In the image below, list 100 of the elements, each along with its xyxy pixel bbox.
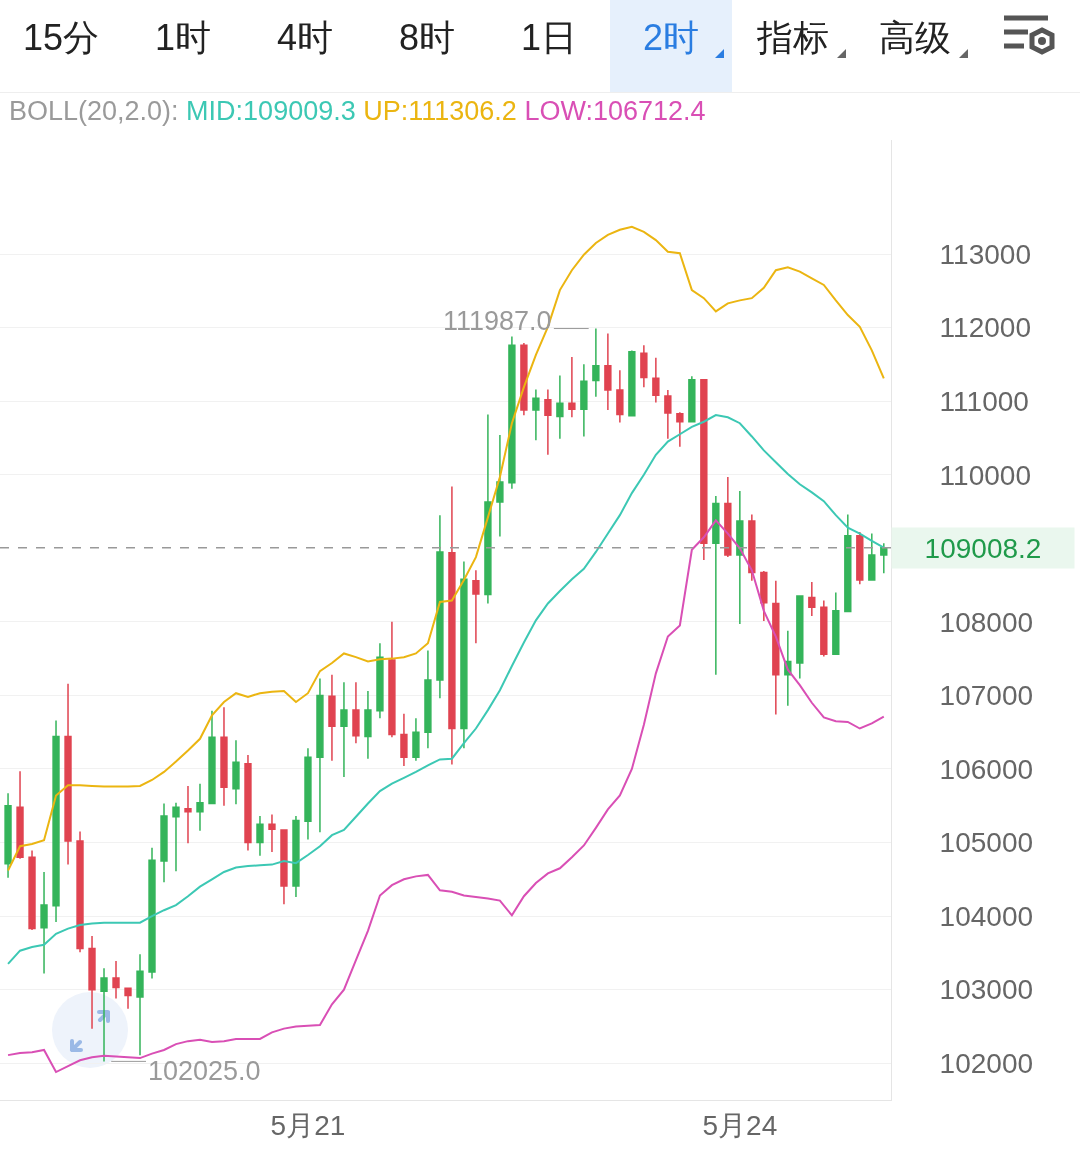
candlestick [28, 849, 36, 931]
candlestick [376, 642, 384, 719]
candlestick [232, 739, 240, 806]
candlestick [580, 363, 588, 438]
candlestick [724, 476, 732, 558]
text: 4时 [276, 16, 334, 60]
candlestick [124, 986, 132, 1010]
x-tick-label: 5月24 [702, 1109, 778, 1141]
legend-title: BOLL(20,2.0): [9, 96, 179, 126]
annotation: 102025.0 [148, 1056, 261, 1086]
candlestick [352, 681, 360, 744]
candlestick [16, 770, 24, 860]
candlestick [820, 599, 828, 658]
candlestick [592, 327, 600, 398]
candlestick [148, 846, 156, 980]
text: 1时 [154, 16, 212, 60]
candlestick [532, 388, 540, 441]
candlestick [568, 356, 576, 419]
text: LOW:106712.4 [524, 96, 706, 126]
candlestick [844, 513, 852, 613]
y-tick-label: 110000 [939, 459, 1031, 491]
candlestick [40, 871, 48, 975]
candlestick [172, 802, 180, 872]
candlestick [628, 349, 636, 417]
candlestick [616, 369, 624, 424]
candlestick [364, 690, 372, 760]
candlestick [196, 782, 204, 832]
candlestick [424, 649, 432, 750]
y-tick-label: 113000 [939, 238, 1031, 270]
candlestick [160, 802, 168, 883]
candlestick [100, 967, 108, 1063]
text: 高级 [878, 16, 952, 60]
y-tick-label: 106000 [939, 753, 1034, 785]
text: 2时 [610, 0, 732, 92]
candlestick [544, 388, 552, 456]
candlestick [280, 828, 288, 906]
candlestick [868, 532, 876, 581]
text: 15分 [21, 16, 100, 60]
candlestick [832, 591, 840, 655]
y-tick-label: 103000 [939, 974, 1034, 1006]
candlestick [688, 375, 696, 423]
x-tick-label: 5月21 [270, 1109, 346, 1141]
candlestick [76, 830, 84, 953]
candlestick [748, 513, 756, 582]
candlestick [136, 953, 144, 1056]
line-series [7, 225, 885, 872]
candlestick [796, 595, 804, 680]
y-tick-label: 105000 [939, 827, 1034, 859]
candlestick [664, 389, 672, 440]
candlestick [880, 542, 888, 575]
candlestick [700, 378, 708, 561]
candlestick [184, 785, 192, 845]
candlestick [808, 581, 816, 617]
candlestick [652, 357, 660, 404]
candlestick [268, 813, 276, 853]
candlestick [508, 335, 516, 490]
candlestick [292, 815, 300, 898]
candlestick [760, 570, 768, 622]
candlestick [772, 579, 780, 716]
candlestick [556, 374, 564, 440]
candlestick [244, 754, 252, 852]
candlestick [388, 621, 396, 739]
candlestick [88, 935, 96, 1030]
y-tick-label: 111000 [939, 385, 1029, 417]
candlestick [604, 332, 612, 411]
ref-line-label: 109008.2 [924, 532, 1042, 564]
text: 指标 [756, 16, 830, 60]
candlestick [472, 569, 480, 644]
candlestick [676, 411, 684, 448]
candlestick [640, 344, 648, 388]
candlestick [496, 434, 504, 538]
candlestick [340, 681, 348, 778]
candlestick [712, 495, 720, 676]
text: 1日 [520, 16, 578, 60]
y-tick-label: 104000 [939, 900, 1034, 932]
text: 8时 [398, 16, 456, 60]
candlestick [52, 719, 60, 923]
candlestick [448, 485, 456, 766]
y-tick-label: 102000 [939, 1048, 1034, 1080]
text: MID:109009.3 [186, 96, 356, 126]
y-tick-label: 107000 [939, 680, 1034, 712]
line-series [7, 414, 885, 965]
candlestick [256, 815, 264, 857]
candlestick [400, 713, 408, 767]
text: UP:111306.2 [363, 96, 517, 126]
candlestick [316, 677, 324, 833]
candlestick [4, 792, 12, 879]
candlestick [856, 531, 864, 586]
candlestick [436, 514, 444, 700]
candlestick [484, 413, 492, 605]
candlestick [208, 710, 216, 805]
candlestick [112, 960, 120, 1000]
y-tick-label: 112000 [939, 312, 1031, 344]
candlestick [520, 342, 528, 416]
candlestick [412, 717, 420, 762]
candlestick [304, 747, 312, 841]
candlestick [460, 560, 468, 750]
candlestick [736, 490, 744, 625]
candlestick [64, 682, 72, 866]
candlestick [328, 674, 336, 762]
